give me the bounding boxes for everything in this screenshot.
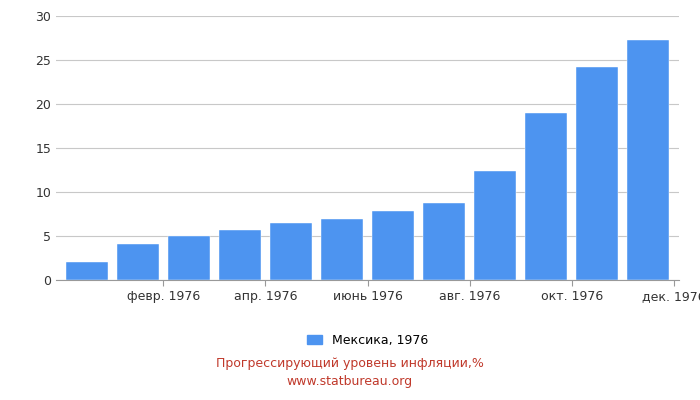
Legend: Мексика, 1976: Мексика, 1976 [307,334,428,347]
Bar [372,211,414,280]
Bar [474,171,516,280]
Bar [66,262,108,280]
Bar [627,40,669,280]
Bar [525,113,567,280]
Text: Прогрессирующий уровень инфляции,%: Прогрессирующий уровень инфляции,% [216,358,484,370]
Bar [576,67,618,280]
Bar [321,219,363,280]
Bar [117,244,159,280]
Bar [219,230,261,280]
Bar [270,223,312,280]
Bar [424,204,465,280]
Bar [168,236,210,280]
Text: www.statbureau.org: www.statbureau.org [287,376,413,388]
